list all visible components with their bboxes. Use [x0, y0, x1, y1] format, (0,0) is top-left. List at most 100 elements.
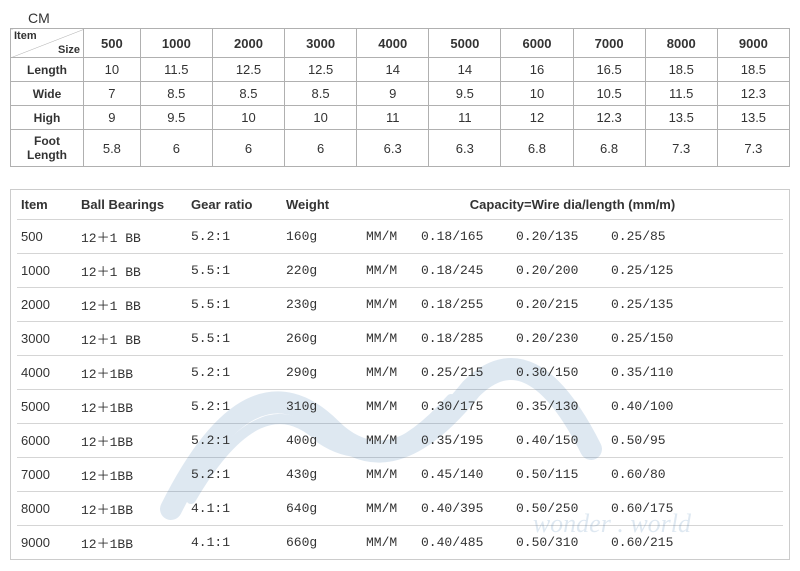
spec-capacity: 0.18/245 [421, 263, 516, 278]
spec-unit: MM/M [366, 365, 421, 380]
spec-gear: 5.2:1 [191, 399, 286, 414]
dim-cell: 7.3 [717, 130, 789, 167]
dim-row-label: High [11, 106, 84, 130]
spec-capacity: 0.18/165 [421, 229, 516, 244]
spec-item: 9000 [21, 535, 81, 550]
size-header: 7000 [573, 29, 645, 58]
spec-unit: MM/M [366, 433, 421, 448]
dimensions-table: Item Size 500 1000 2000 3000 4000 5000 6… [10, 28, 790, 167]
dim-cell: 14 [429, 58, 501, 82]
spec-unit: MM/M [366, 229, 421, 244]
spec-item: 1000 [21, 263, 81, 278]
size-header: 2000 [212, 29, 284, 58]
spec-capacity: 0.25/125 [611, 263, 706, 278]
dim-cell: 6.3 [357, 130, 429, 167]
dim-cell: 6 [140, 130, 212, 167]
dim-cell: 9.5 [429, 82, 501, 106]
spec-row: 600012＋1BB5.2:1400gMM/M0.35/1950.40/1500… [17, 424, 783, 458]
spec-gear: 4.1:1 [191, 535, 286, 550]
spec-item: 6000 [21, 433, 81, 448]
dim-cell: 6.8 [573, 130, 645, 167]
spec-capacity: 0.18/285 [421, 331, 516, 346]
spec-unit: MM/M [366, 331, 421, 346]
dim-cell: 9 [84, 106, 141, 130]
dim-row: High99.5101011111212.313.513.5 [11, 106, 790, 130]
size-header: 9000 [717, 29, 789, 58]
spec-row: 700012＋1BB5.2:1430gMM/M0.45/1400.50/1150… [17, 458, 783, 492]
spec-row: 400012＋1BB5.2:1290gMM/M0.25/2150.30/1500… [17, 356, 783, 390]
spec-row: 300012＋1 BB5.5:1260gMM/M0.18/2850.20/230… [17, 322, 783, 356]
spec-gear: 5.2:1 [191, 365, 286, 380]
dim-cell: 10 [501, 82, 573, 106]
dim-cell: 13.5 [717, 106, 789, 130]
dim-cell: 8.5 [212, 82, 284, 106]
dim-cell: 8.5 [285, 82, 357, 106]
dim-cell: 7.3 [645, 130, 717, 167]
spec-capacity: 0.60/215 [611, 535, 706, 550]
spec-capacity: 0.20/200 [516, 263, 611, 278]
col-gear-header: Gear ratio [191, 197, 286, 212]
size-header-row: Item Size 500 1000 2000 3000 4000 5000 6… [11, 29, 790, 58]
spec-capacity: 0.35/195 [421, 433, 516, 448]
spec-capacity: 0.25/85 [611, 229, 706, 244]
corner-item-label: Item [14, 30, 37, 42]
spec-weight: 430g [286, 467, 366, 482]
dim-cell: 6.8 [501, 130, 573, 167]
spec-capacity: 0.50/310 [516, 535, 611, 550]
dim-cell: 9.5 [140, 106, 212, 130]
dim-cell: 11.5 [645, 82, 717, 106]
spec-weight: 230g [286, 297, 366, 312]
spec-capacity: 0.20/215 [516, 297, 611, 312]
size-header: 1000 [140, 29, 212, 58]
spec-item: 8000 [21, 501, 81, 516]
spec-bb: 12＋1BB [81, 431, 191, 450]
dim-row: Length1011.512.512.514141616.518.518.5 [11, 58, 790, 82]
spec-bb: 12＋1 BB [81, 329, 191, 348]
col-bb-header: Ball Bearings [81, 197, 191, 212]
spec-bb: 12＋1 BB [81, 227, 191, 246]
spec-bb: 12＋1BB [81, 363, 191, 382]
spec-capacity: 0.20/230 [516, 331, 611, 346]
spec-row: 200012＋1 BB5.5:1230gMM/M0.18/2550.20/215… [17, 288, 783, 322]
dim-cell: 12.5 [285, 58, 357, 82]
spec-unit: MM/M [366, 467, 421, 482]
dim-cell: 11.5 [140, 58, 212, 82]
spec-gear: 5.5:1 [191, 263, 286, 278]
size-header: 3000 [285, 29, 357, 58]
spec-capacity: 0.35/130 [516, 399, 611, 414]
spec-bb: 12＋1BB [81, 533, 191, 552]
spec-bb: 12＋1 BB [81, 261, 191, 280]
dim-cell: 10 [285, 106, 357, 130]
spec-row: 50012＋1 BB5.2:1160gMM/M0.18/1650.20/1350… [17, 220, 783, 254]
dim-cell: 11 [357, 106, 429, 130]
dim-cell: 18.5 [645, 58, 717, 82]
spec-item: 5000 [21, 399, 81, 414]
dim-row: Wide78.58.58.599.51010.511.512.3 [11, 82, 790, 106]
size-header: 8000 [645, 29, 717, 58]
spec-weight: 220g [286, 263, 366, 278]
dim-cell: 10 [84, 58, 141, 82]
spec-bb: 12＋1BB [81, 465, 191, 484]
spec-weight: 640g [286, 501, 366, 516]
dim-cell: 16 [501, 58, 573, 82]
dim-cell: 12.3 [573, 106, 645, 130]
spec-item: 7000 [21, 467, 81, 482]
dim-cell: 5.8 [84, 130, 141, 167]
corner-cell: Item Size [11, 29, 84, 58]
dim-cell: 9 [357, 82, 429, 106]
spec-unit: MM/M [366, 399, 421, 414]
spec-gear: 5.2:1 [191, 467, 286, 482]
spec-capacity: 0.40/485 [421, 535, 516, 550]
spec-header-row: Item Ball Bearings Gear ratio Weight Cap… [17, 190, 783, 220]
spec-weight: 290g [286, 365, 366, 380]
spec-capacity: 0.30/150 [516, 365, 611, 380]
spec-gear: 4.1:1 [191, 501, 286, 516]
spec-row: 100012＋1 BB5.5:1220gMM/M0.18/2450.20/200… [17, 254, 783, 288]
spec-row: 500012＋1BB5.2:1310gMM/M0.30/1750.35/1300… [17, 390, 783, 424]
dim-cell: 8.5 [140, 82, 212, 106]
spec-capacity: 0.45/140 [421, 467, 516, 482]
dim-cell: 14 [357, 58, 429, 82]
spec-capacity: 0.35/110 [611, 365, 706, 380]
spec-row: 900012＋1BB4.1:1660gMM/M0.40/4850.50/3100… [17, 526, 783, 559]
spec-weight: 400g [286, 433, 366, 448]
